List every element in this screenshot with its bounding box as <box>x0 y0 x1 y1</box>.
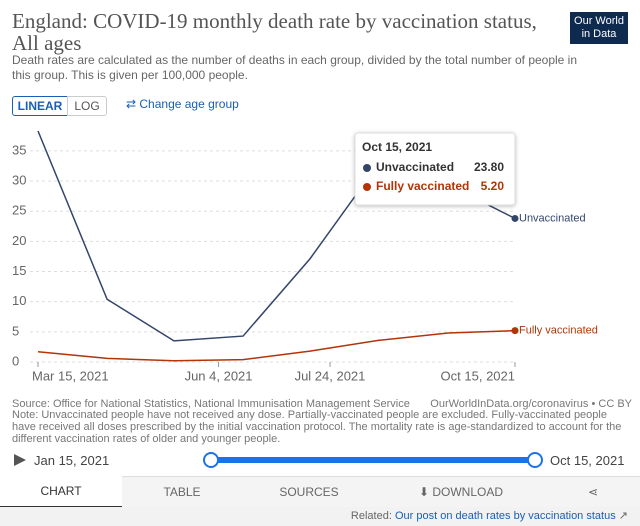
x-tick-label: Jun 4, 2021 <box>185 368 253 383</box>
tooltip-name: Fully vaccinated <box>376 179 469 193</box>
chart-title: England: COVID-19 monthly death rate by … <box>12 9 537 55</box>
tab-table[interactable]: TABLE <box>122 476 242 507</box>
related-label: Related: <box>350 510 392 522</box>
logo-text: Our World <box>574 15 624 27</box>
y-tick-label: 25 <box>12 203 26 218</box>
series-label: Unvaccinated <box>519 212 586 224</box>
credit: OurWorldInData.org/coronavirus • CC BY <box>430 398 632 410</box>
x-tick-label: Oct 15, 2021 <box>441 368 515 383</box>
end-point <box>511 214 519 222</box>
timeline-handle[interactable] <box>203 452 219 468</box>
y-tick-label: 0 <box>12 353 19 368</box>
tooltip: Oct 15, 2021 Unvaccinated 23.80 Fully vacci… <box>354 132 516 206</box>
y-tick-label: 15 <box>12 263 26 278</box>
tooltip-value: 23.80 <box>474 160 504 174</box>
source-text: Source: Office for National Statistics, … <box>12 398 410 410</box>
tooltip-title: Oct 15, 2021 <box>362 140 432 154</box>
tooltip-value: 5.20 <box>481 179 505 193</box>
tab-download-text: DOWNLOAD <box>432 485 504 499</box>
age-button-text: Change age group <box>139 97 239 111</box>
tab-download[interactable]: ⬇ DOWNLOAD <box>376 476 546 507</box>
series-label: Fully vaccinated <box>519 325 598 337</box>
y-tick-label: 5 <box>12 323 19 338</box>
log-button[interactable]: LOG <box>67 96 107 116</box>
timeline[interactable] <box>0 448 640 472</box>
timeline-handle[interactable] <box>527 452 543 468</box>
play-button[interactable] <box>14 454 26 466</box>
logo-text: in Data <box>581 28 617 40</box>
timeline-end: Oct 15, 2021 <box>550 453 625 468</box>
note: Note: Unvaccinated people have not recei… <box>12 409 622 445</box>
x-tick-label: Jul 24, 2021 <box>295 368 366 383</box>
tooltip-dot <box>363 183 371 191</box>
tab-chart[interactable]: CHART <box>0 476 122 508</box>
tooltip-dot <box>363 164 371 172</box>
y-tick-label: 20 <box>12 233 26 248</box>
end-point <box>511 327 519 335</box>
y-tick-label: 35 <box>12 142 26 157</box>
tab-sources[interactable]: SOURCES <box>242 476 376 507</box>
x-tick-label: Mar 15, 2021 <box>32 368 109 383</box>
tab-share[interactable]: ⋖ <box>546 476 640 507</box>
related-bar: Related: Our post on death rates by vacc… <box>0 507 640 526</box>
source: Source: Office for National Statistics, … <box>12 397 632 411</box>
age-button[interactable]: ⇄ Change age group <box>126 97 239 111</box>
series-line <box>37 329 516 362</box>
y-tick-label: 10 <box>12 293 26 308</box>
subtitle: Death rates are calculated as the number… <box>12 53 578 82</box>
y-tick-label: 30 <box>12 172 26 187</box>
timeline-start: Jan 15, 2021 <box>34 453 110 468</box>
related-link[interactable]: Our post on death rates by vaccination s… <box>394 510 616 522</box>
chart: 0 5 10 15 20 25 30 35 Mar 15, 2021 Jun 4, 2021 Jul… <box>12 130 598 383</box>
tooltip-name: Unvaccinated <box>376 160 454 174</box>
tooltip-box <box>354 132 516 206</box>
logo[interactable]: Our World in Data <box>570 12 628 44</box>
